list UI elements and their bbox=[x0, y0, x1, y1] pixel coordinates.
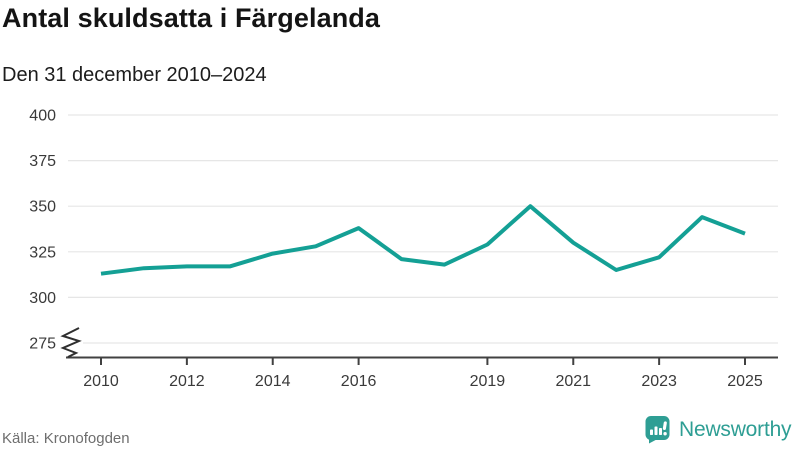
brand-name: Newsworthy bbox=[679, 417, 792, 441]
source-label: Källa: Kronofogden bbox=[2, 430, 130, 447]
x-tick-label-2014: 2014 bbox=[255, 373, 291, 390]
page-title: Antal skuldsatta i Färgelanda bbox=[2, 3, 380, 33]
y-tick-label-275: 275 bbox=[29, 336, 56, 353]
x-tick-label-2025: 2025 bbox=[727, 373, 763, 390]
data-line bbox=[100, 204, 746, 276]
x-tick-label-2021: 2021 bbox=[555, 373, 591, 390]
y-axis-break-icon bbox=[60, 327, 82, 358]
y-tick-label-300: 300 bbox=[29, 290, 56, 307]
y-tick-label-325: 325 bbox=[29, 244, 56, 261]
x-tick-label-2012: 2012 bbox=[169, 373, 205, 390]
newsworthy-logo-icon bbox=[645, 416, 670, 444]
y-tick-label-350: 350 bbox=[29, 199, 56, 216]
chart-subtitle: Den 31 december 2010–2024 bbox=[2, 64, 267, 86]
newsworthy-brand: Newsworthy bbox=[644, 415, 792, 444]
x-tick-label-2023: 2023 bbox=[641, 373, 677, 390]
line-chart: 275 300 325 350 375 400 2010 2012 2014 2016 2019 20… bbox=[29, 108, 778, 390]
y-tick-label-375: 375 bbox=[29, 153, 56, 170]
x-tick-label-2010: 2010 bbox=[83, 373, 119, 390]
y-tick-label-400: 400 bbox=[29, 108, 56, 125]
x-tick-label-2016: 2016 bbox=[341, 373, 377, 390]
x-tick-label-2019: 2019 bbox=[470, 373, 506, 390]
